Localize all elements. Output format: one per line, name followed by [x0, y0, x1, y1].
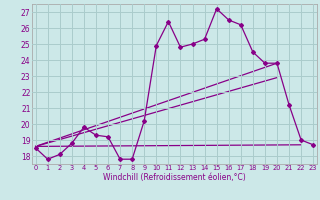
X-axis label: Windchill (Refroidissement éolien,°C): Windchill (Refroidissement éolien,°C)	[103, 173, 246, 182]
